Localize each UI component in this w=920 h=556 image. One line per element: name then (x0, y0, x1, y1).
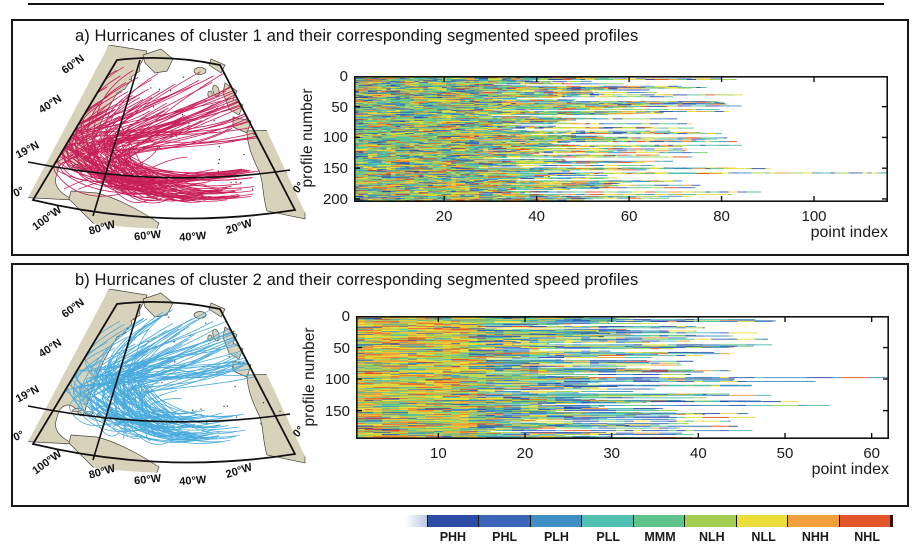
colorbar-segment-mmm (632, 515, 685, 527)
colorbar-segment-nlh (684, 515, 736, 527)
y-tick-label: 50 (333, 339, 350, 357)
x-tick-label: 50 (776, 445, 794, 462)
panel-cluster-2: b) Hurricanes of cluster 2 and their cor… (11, 263, 909, 507)
speed-profile-heatmap-cluster-2 (356, 316, 889, 439)
longitude-label: 100°W (30, 204, 64, 234)
x-tick-label: 30 (603, 445, 620, 462)
colorbar-segment-nll (735, 515, 788, 527)
x-tick-label: 80 (713, 208, 730, 225)
colorbar-segment-nhl (838, 515, 893, 527)
x-tick-label: 20 (435, 208, 453, 225)
panel-cluster-1: a) Hurricanes of cluster 1 and their cor… (11, 19, 909, 256)
x-tick-label: 100 (801, 208, 827, 225)
colorbar-class-label: NLL (751, 530, 776, 544)
longitude-label: 40°W (179, 474, 207, 488)
latitude-label: 19°N (14, 383, 41, 405)
latitude-label: 60°N (60, 52, 87, 76)
colorbar-class-label: NHL (854, 530, 880, 544)
colorbar-class-label: PHH (439, 530, 467, 544)
hurricane-track-map-cluster-1: 60°N40°N19°N0°100°W 80°W 60°W 40°W 20°W0° (12, 44, 307, 244)
longitude-label: 60°W (134, 473, 163, 488)
bold-parallel-19n (27, 405, 291, 423)
speed-profile-heatmap-cluster-1 (354, 76, 888, 202)
x-tick-label: 40 (689, 445, 707, 462)
y-tick-label: 50 (331, 98, 348, 116)
panel-title: a) Hurricanes of cluster 1 and their cor… (75, 27, 639, 45)
y-tick-label: 0 (339, 68, 348, 85)
map-frame (31, 56, 297, 220)
colorbar-segment-phl (478, 515, 530, 527)
top-crop-line (28, 3, 884, 5)
longitude-label: 40°W (179, 230, 207, 244)
colorbar-class-label: PLH (543, 530, 569, 544)
colorbar-class-label: PLL (596, 530, 621, 544)
colorbar-segment-pll (581, 515, 633, 527)
x-axis-label: point index (811, 461, 889, 478)
latitude-label: 0° (12, 185, 27, 200)
class-colorbar-legend: PHH PHL PLH PLL MMM NLH NLL NHH NHL (405, 515, 893, 544)
latitude-label: 0° (12, 429, 27, 444)
latitude-label: 60°N (60, 296, 87, 320)
colorbar-class-label: NHH (801, 530, 829, 544)
colorbar-labels: PHH PHL PLH PLL MMM NLH NLL NHH NHL (405, 530, 893, 544)
bold-parallel-19n (27, 161, 291, 179)
colorbar-gradient (405, 515, 893, 527)
y-tick-label: 150 (324, 402, 350, 420)
y-tick-label: 100 (324, 371, 350, 389)
latitude-label: 40°N (37, 93, 64, 116)
colorbar-class-label: PHL (492, 530, 518, 544)
x-tick-label: 40 (528, 208, 545, 225)
latitude-label: 40°N (37, 337, 64, 360)
latitude-label: 19°N (14, 139, 41, 161)
colorbar-segment-nhh (787, 515, 839, 527)
x-tick-label: 60 (863, 445, 880, 462)
x-tick-label: 10 (429, 445, 447, 462)
longitude-label: 60°W (134, 229, 163, 244)
y-tick-label: 150 (322, 160, 348, 178)
y-tick-label: 200 (322, 190, 348, 208)
x-tick-label: 60 (620, 208, 638, 225)
y-tick-label: 100 (322, 129, 348, 147)
hurricane-track-map-cluster-2: 60°N40°N19°N0°100°W 80°W 60°W 40°W 20°W0° (12, 288, 307, 488)
y-tick-label: 0 (341, 308, 350, 325)
colorbar-segment-plh (529, 515, 582, 527)
longitude-label: 20°W (224, 461, 254, 481)
bold-meridian-80w (92, 303, 141, 461)
longitude-label: 20°W (224, 217, 254, 237)
x-axis-label: point index (810, 224, 888, 241)
longitude-label: 100°W (30, 448, 64, 478)
colorbar-class-label: NLH (698, 530, 725, 544)
colorbar-segment-phh (427, 515, 479, 527)
panel-title: b) Hurricanes of cluster 2 and their cor… (75, 271, 639, 289)
colorbar-intro-gradient (405, 515, 427, 527)
colorbar-class-label: MMM (644, 530, 676, 544)
x-tick-label: 20 (516, 445, 534, 462)
bold-meridian-80w (92, 59, 141, 217)
colorbar-label-spacer (405, 530, 427, 544)
map-frame (31, 300, 297, 464)
